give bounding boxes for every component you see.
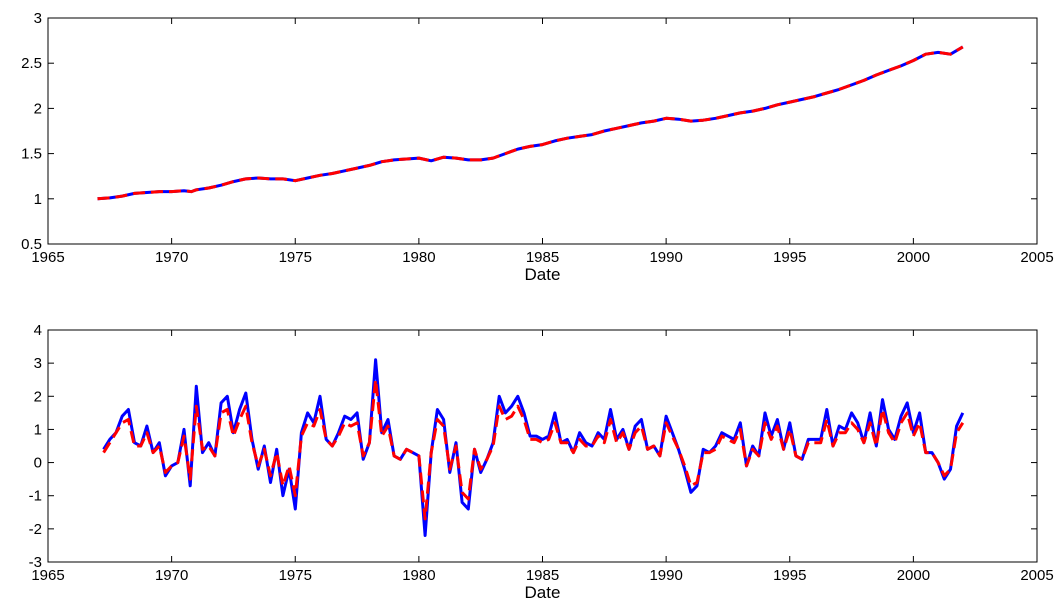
chart-1-xtick-label-5: 1990 [649, 249, 682, 266]
chart-1-xtick-label-1: 1970 [155, 249, 188, 266]
chart-1-xtick-label-3: 1980 [402, 249, 435, 266]
chart-2-xtick-label-0: 1965 [31, 567, 64, 584]
chart-2-ytick-label-7: 4 [34, 322, 42, 339]
chart-1-ytick-label-4: 2.5 [21, 55, 42, 72]
chart-1-ytick-label-3: 2 [34, 100, 42, 117]
chart-1-xtick-label-0: 1965 [31, 249, 64, 266]
chart-2-xtick-label-1: 1970 [155, 567, 188, 584]
chart-2-ytick-label-2: -1 [29, 488, 42, 505]
chart-2-ytick-label-4: 1 [34, 421, 42, 438]
chart-2: 1965 1970 1975 1980 1985 1990 1995 2000 2005 -3 -2… [29, 322, 1054, 601]
chart-1-series-2-line [97, 45, 964, 201]
chart-2-ytick-label-5: 2 [34, 388, 42, 405]
chart-1-xlabel: Date [525, 265, 561, 284]
chart-2-xtick-label-5: 1990 [649, 567, 682, 584]
chart-1-xtick-label-7: 2000 [897, 249, 930, 266]
chart-2-xtick-label-7: 2000 [897, 567, 930, 584]
chart-2-ytick-label-6: 3 [34, 355, 42, 372]
chart-2-xtick-label-2: 1975 [279, 567, 312, 584]
chart-2-series-2-line [102, 378, 965, 521]
chart-1-xtick-label-6: 1995 [773, 249, 806, 266]
chart-2-xtick-label-4: 1985 [526, 567, 559, 584]
chart-2-ytick-label-3: 0 [34, 455, 42, 472]
chart-1-series-1-line [97, 45, 964, 201]
chart-1: 1965 1970 1975 1980 1985 1990 1995 2000 2005 0.5 1… [21, 10, 1054, 284]
chart-1-axes-box [47, 17, 1038, 245]
chart-2-series-1-line [102, 358, 965, 537]
chart-1-ytick-label-0: 0.5 [21, 236, 42, 253]
chart-2-ytick-label-1: -2 [29, 521, 42, 538]
chart-1-xtick-label-8: 2005 [1020, 249, 1053, 266]
chart-1-ytick-label-2: 1.5 [21, 146, 42, 163]
chart-2-xtick-label-8: 2005 [1020, 567, 1053, 584]
chart-1-ytick-label-5: 3 [34, 10, 42, 27]
chart-1-xtick-label-4: 1985 [526, 249, 559, 266]
chart-2-xtick-label-3: 1980 [402, 567, 435, 584]
chart-1-ytick-label-1: 1 [34, 191, 42, 208]
chart-2-axes-box [47, 329, 1038, 563]
chart-2-ytick-label-0: -3 [29, 554, 42, 571]
chart-1-xtick-label-2: 1975 [279, 249, 312, 266]
chart-2-xtick-label-6: 1995 [773, 567, 806, 584]
chart-2-xlabel: Date [525, 583, 561, 601]
